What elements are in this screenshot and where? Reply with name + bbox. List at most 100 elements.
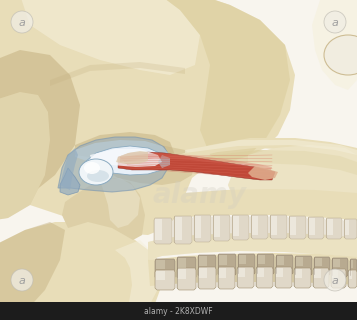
Polygon shape <box>289 216 306 239</box>
Polygon shape <box>309 218 315 235</box>
Polygon shape <box>295 256 312 276</box>
Polygon shape <box>178 258 186 268</box>
Polygon shape <box>256 267 273 288</box>
Polygon shape <box>105 145 195 185</box>
Polygon shape <box>194 215 211 242</box>
Polygon shape <box>314 257 330 276</box>
Polygon shape <box>351 260 353 268</box>
Polygon shape <box>313 268 329 288</box>
Polygon shape <box>233 216 239 236</box>
Polygon shape <box>294 268 311 288</box>
Polygon shape <box>238 268 245 277</box>
Polygon shape <box>0 222 162 320</box>
Circle shape <box>11 269 33 291</box>
Polygon shape <box>295 269 302 278</box>
Polygon shape <box>332 270 338 278</box>
Text: a: a <box>19 18 25 28</box>
Polygon shape <box>100 178 140 228</box>
Circle shape <box>324 269 346 291</box>
Polygon shape <box>258 255 265 264</box>
Polygon shape <box>219 268 226 278</box>
Polygon shape <box>257 254 274 275</box>
Polygon shape <box>228 145 357 198</box>
Polygon shape <box>75 132 175 163</box>
Polygon shape <box>312 0 357 90</box>
Polygon shape <box>90 149 162 167</box>
Polygon shape <box>156 271 165 280</box>
Polygon shape <box>345 220 349 235</box>
Circle shape <box>324 11 346 33</box>
Polygon shape <box>195 216 201 238</box>
Polygon shape <box>276 268 283 277</box>
Polygon shape <box>118 152 275 180</box>
Polygon shape <box>199 268 207 278</box>
Polygon shape <box>327 219 333 235</box>
Polygon shape <box>177 257 196 279</box>
Polygon shape <box>228 145 357 198</box>
Polygon shape <box>271 216 277 235</box>
Polygon shape <box>174 216 192 244</box>
Polygon shape <box>315 258 322 266</box>
Polygon shape <box>58 137 170 192</box>
Polygon shape <box>331 269 346 288</box>
Polygon shape <box>326 218 342 239</box>
Polygon shape <box>344 219 357 239</box>
Polygon shape <box>20 0 200 75</box>
Text: a: a <box>332 276 338 285</box>
Polygon shape <box>239 255 246 264</box>
Polygon shape <box>277 256 284 265</box>
Polygon shape <box>350 259 357 277</box>
Polygon shape <box>232 215 249 240</box>
Polygon shape <box>290 217 296 235</box>
Polygon shape <box>238 254 255 275</box>
Polygon shape <box>116 151 148 164</box>
Polygon shape <box>177 268 196 290</box>
Polygon shape <box>0 50 80 200</box>
Polygon shape <box>155 270 175 290</box>
Polygon shape <box>115 240 162 320</box>
Ellipse shape <box>84 162 100 174</box>
Polygon shape <box>218 267 235 289</box>
Polygon shape <box>213 215 230 241</box>
Polygon shape <box>252 216 258 235</box>
Text: a: a <box>19 276 25 285</box>
Polygon shape <box>160 0 290 162</box>
Polygon shape <box>172 138 357 165</box>
Ellipse shape <box>79 159 113 185</box>
Polygon shape <box>0 92 50 220</box>
Polygon shape <box>120 153 272 172</box>
Polygon shape <box>296 257 303 266</box>
Bar <box>0 302 357 320</box>
Polygon shape <box>333 259 340 267</box>
Polygon shape <box>172 150 357 175</box>
Polygon shape <box>60 148 78 190</box>
Polygon shape <box>150 189 357 220</box>
Polygon shape <box>257 268 264 277</box>
Polygon shape <box>276 255 293 275</box>
Polygon shape <box>199 256 207 266</box>
Polygon shape <box>155 259 175 279</box>
Polygon shape <box>270 215 287 239</box>
Polygon shape <box>154 218 172 244</box>
Polygon shape <box>314 269 321 278</box>
Polygon shape <box>148 253 357 286</box>
Polygon shape <box>60 168 80 195</box>
Polygon shape <box>62 178 145 240</box>
Polygon shape <box>75 140 170 170</box>
Polygon shape <box>251 215 268 239</box>
Text: alamy - 2K8XDWF: alamy - 2K8XDWF <box>144 307 212 316</box>
Polygon shape <box>50 62 185 86</box>
Polygon shape <box>62 178 145 240</box>
Polygon shape <box>198 255 216 277</box>
Polygon shape <box>348 270 357 288</box>
Polygon shape <box>219 255 227 265</box>
Ellipse shape <box>87 170 109 182</box>
Polygon shape <box>155 219 162 240</box>
Polygon shape <box>237 267 254 288</box>
Polygon shape <box>148 233 357 260</box>
Polygon shape <box>218 254 236 276</box>
Polygon shape <box>178 269 186 279</box>
Polygon shape <box>0 222 65 320</box>
Polygon shape <box>85 146 168 175</box>
Ellipse shape <box>324 35 357 75</box>
